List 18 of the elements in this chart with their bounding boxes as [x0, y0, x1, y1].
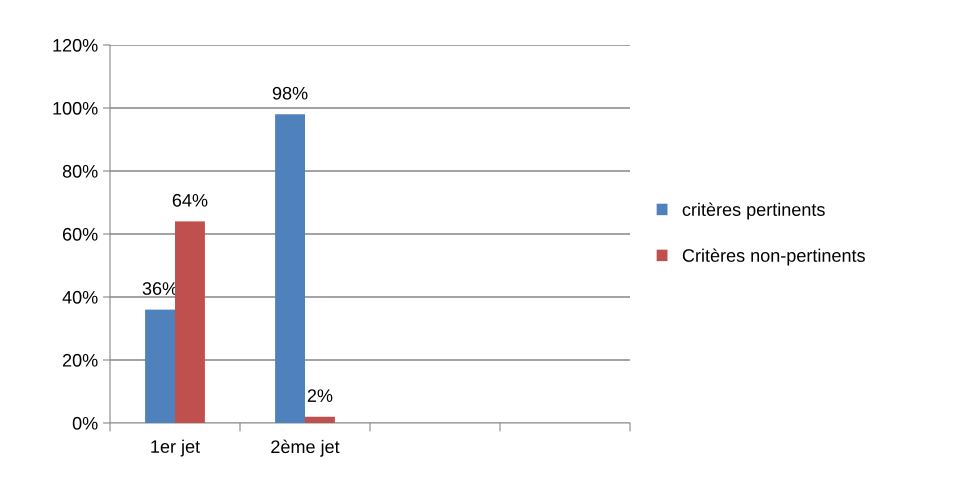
y-tick-label: 0%: [72, 416, 98, 430]
bar: [275, 114, 305, 423]
y-tick-label: 20%: [62, 354, 98, 367]
data-label: 2%: [308, 389, 332, 402]
y-tick-label: 120%: [53, 38, 98, 52]
y-tick-label: 40%: [62, 290, 98, 304]
y-tick-label: 60%: [62, 228, 98, 241]
data-label: 64%: [172, 194, 208, 207]
y-tick-label: 100%: [53, 102, 98, 115]
x-tick-label: 2ème jet: [271, 440, 340, 457]
y-tick-label: 80%: [62, 164, 98, 178]
legend-label: Critères non-pertinents: [682, 248, 865, 266]
legend-label: critères pertinents: [682, 202, 825, 220]
bar: [145, 310, 175, 423]
x-tick-label: 1er jet: [151, 440, 200, 456]
bar: [305, 416, 335, 423]
bar: [175, 221, 205, 423]
data-label: 98%: [272, 86, 308, 100]
